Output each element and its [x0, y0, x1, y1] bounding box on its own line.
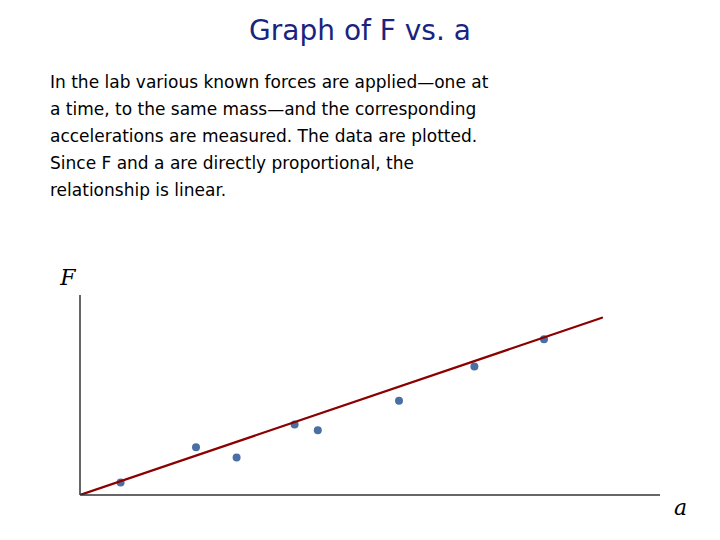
title: Graph of F vs. a — [249, 14, 471, 47]
plot-marks — [80, 318, 602, 495]
y-axis-label: F — [59, 265, 76, 290]
x-axis-label: a — [674, 495, 687, 520]
body-text: a time, to the same mass—and the corresp… — [50, 99, 476, 119]
scatter-point — [233, 454, 241, 462]
scatter-point — [314, 426, 322, 434]
body-text: accelerations are measured. The data are… — [50, 126, 477, 146]
chart-container: Graph of F vs. a In the lab various known… — [0, 0, 720, 540]
chart-svg: Graph of F vs. a In the lab various known… — [0, 0, 720, 540]
body-text: Since F and a are directly proportional,… — [50, 153, 414, 173]
body-text: relationship is linear. — [50, 180, 226, 200]
scatter-point — [395, 397, 403, 405]
fit-line — [80, 318, 602, 495]
body-text: In the lab various known forces are appl… — [50, 72, 489, 92]
scatter-point — [192, 443, 200, 451]
y-axis-line — [79, 295, 81, 495]
scatter-point — [470, 363, 478, 371]
x-axis-line — [80, 494, 660, 496]
